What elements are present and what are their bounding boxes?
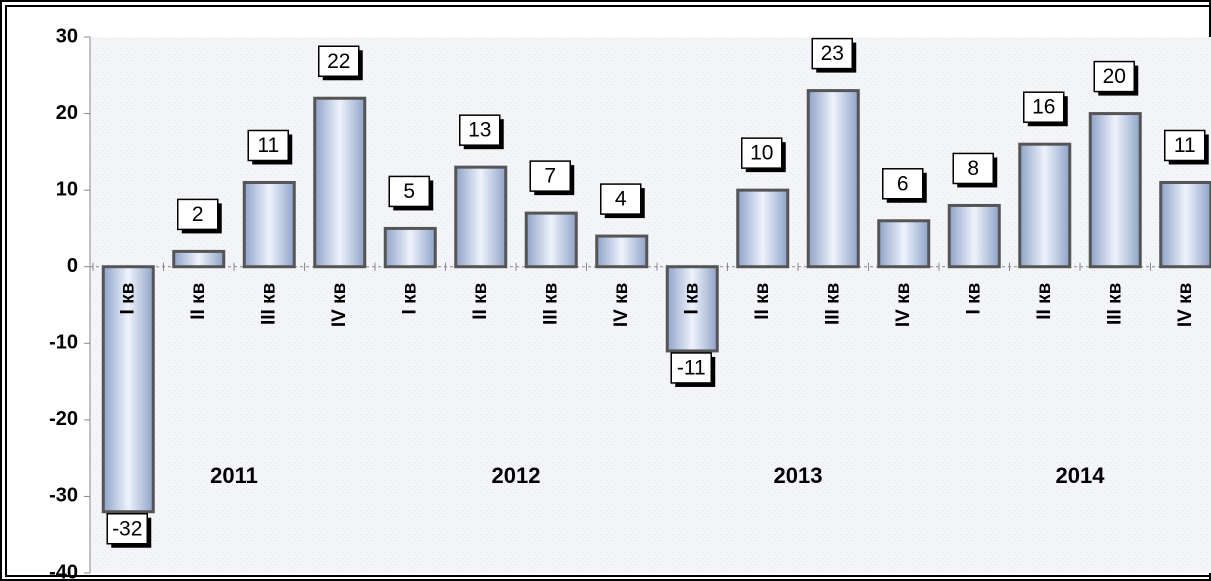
value-label: 7 — [544, 165, 556, 188]
value-label: 11 — [257, 134, 279, 157]
value-label-box — [741, 137, 783, 169]
bar — [595, 234, 649, 269]
value-label: 23 — [821, 42, 844, 65]
year-label: 2014 — [1056, 463, 1106, 488]
plot-area — [90, 37, 1211, 573]
y-tick-label: -10 — [49, 332, 78, 354]
x-tick-label: III кв — [822, 283, 843, 325]
value-label: 13 — [468, 119, 491, 142]
value-label-box — [318, 45, 360, 78]
value-label-box — [388, 175, 430, 208]
y-tick-label: -20 — [49, 408, 78, 430]
value-label-box — [106, 512, 148, 545]
bar — [947, 203, 1001, 269]
bar — [172, 249, 226, 269]
x-tick-label: I кв — [399, 283, 420, 315]
bar — [242, 180, 296, 269]
bar — [383, 226, 437, 269]
value-label: 22 — [327, 50, 350, 73]
value-label-box — [247, 129, 289, 162]
bar — [101, 265, 155, 514]
inner-frame — [5, 5, 1211, 577]
x-tick-label: II кв — [752, 283, 773, 320]
y-tick-label: 20 — [56, 102, 78, 124]
value-label-box — [1023, 91, 1065, 123]
value-label: 5 — [403, 180, 415, 203]
value-label: -11 — [677, 356, 706, 379]
bar — [806, 89, 860, 269]
year-label: 2012 — [492, 463, 541, 488]
bar — [313, 96, 367, 269]
value-label-box — [600, 183, 642, 215]
bar — [736, 188, 790, 269]
year-label: 2013 — [774, 463, 823, 488]
x-tick-label: III кв — [258, 283, 279, 325]
value-label: 20 — [1103, 65, 1126, 88]
value-label-box — [177, 198, 219, 231]
value-label: 10 — [750, 142, 773, 165]
value-label: 6 — [897, 172, 909, 195]
bar — [1018, 142, 1072, 269]
y-tick-label: 0 — [67, 255, 78, 277]
bar — [877, 219, 931, 269]
x-tick-label: IV кв — [1175, 283, 1196, 327]
y-tick-label: 30 — [56, 25, 78, 47]
x-tick-label: II кв — [188, 283, 209, 320]
value-label-box — [529, 160, 571, 192]
y-tick-label: -30 — [49, 485, 78, 507]
value-label-box — [670, 352, 712, 384]
x-tick-label: I кв — [681, 283, 702, 315]
y-tick-label: -40 — [49, 561, 78, 581]
value-label: 16 — [1032, 96, 1055, 119]
value-label: 8 — [967, 157, 979, 180]
value-label: 2 — [192, 203, 204, 226]
x-tick-label: II кв — [1034, 283, 1055, 320]
value-label: -32 — [112, 517, 142, 540]
x-tick-label: II кв — [470, 283, 491, 320]
x-tick-label: I кв — [963, 283, 984, 315]
x-tick-label: III кв — [1104, 283, 1125, 325]
bar — [524, 211, 578, 269]
bar — [454, 165, 508, 269]
x-tick-label: IV кв — [329, 283, 350, 327]
y-tick-label: 10 — [56, 178, 78, 200]
value-label-box — [1164, 129, 1206, 162]
value-label: 11 — [1174, 134, 1196, 157]
value-label-box — [882, 168, 924, 200]
value-label-box — [1093, 60, 1135, 93]
bar — [1088, 112, 1142, 269]
x-tick-label: III кв — [540, 283, 561, 325]
value-label-box — [811, 37, 853, 70]
bar — [665, 265, 719, 353]
value-label-box — [459, 114, 501, 146]
x-tick-label: I кв — [117, 283, 138, 315]
value-label: 4 — [615, 188, 627, 211]
value-label-box — [952, 152, 994, 185]
bar — [1159, 180, 1211, 269]
x-tick-label: IV кв — [611, 283, 632, 327]
x-tick-label: IV кв — [893, 283, 914, 327]
year-label: 2011 — [210, 463, 258, 488]
